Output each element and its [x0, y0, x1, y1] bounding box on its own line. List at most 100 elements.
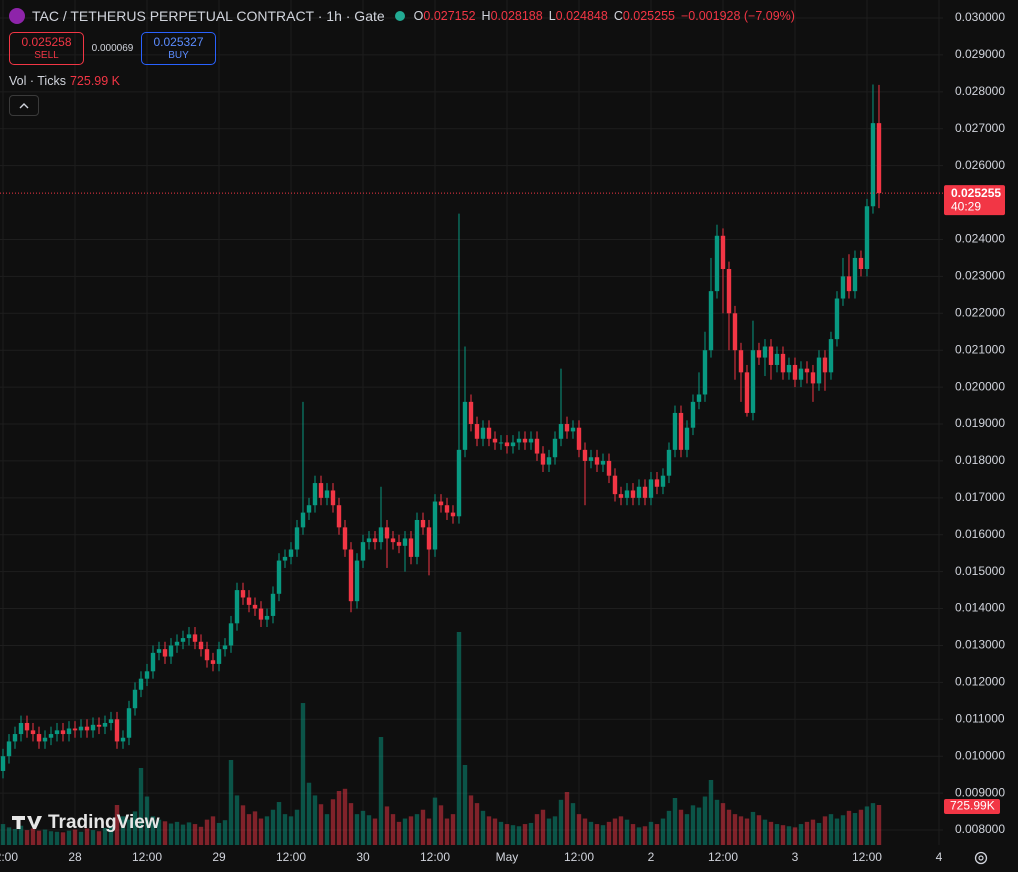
- candle-body: [336, 505, 342, 528]
- candle-body: [834, 298, 840, 340]
- volume-bar: [78, 831, 84, 845]
- candle-body: [180, 638, 186, 642]
- price-label-box: [944, 185, 1005, 216]
- candle-body: [660, 475, 666, 487]
- candle-body: [588, 457, 594, 461]
- candle-body: [630, 490, 636, 498]
- volume-bar: [720, 803, 726, 845]
- volume-bar: [132, 811, 138, 845]
- settings-button[interactable]: [974, 851, 988, 865]
- y-tick-label: 0.017000: [955, 490, 1005, 504]
- volume-bar: [108, 826, 114, 845]
- sell-label[interactable]: SELL: [34, 49, 59, 61]
- candle-body: [156, 649, 162, 653]
- candle-body: [522, 438, 528, 443]
- candle-body: [552, 438, 558, 458]
- candle-body: [162, 649, 168, 657]
- volume-bar: [762, 819, 768, 845]
- candle-body: [876, 123, 882, 194]
- volume-bar: [168, 823, 174, 845]
- volume-pane: [0, 632, 882, 845]
- volume-bar: [750, 811, 756, 845]
- candle-body: [594, 457, 600, 465]
- buy-button[interactable]: 0.025327 BUY: [141, 32, 216, 65]
- volume-bar: [66, 830, 72, 845]
- volume-bar: [618, 816, 624, 845]
- volume-bar: [6, 827, 12, 845]
- candles: [0, 84, 943, 779]
- sell-price[interactable]: 0.025258: [21, 34, 72, 49]
- volume-bar: [612, 818, 618, 845]
- volume-label-box: [944, 799, 1000, 815]
- volume-bar: [438, 805, 444, 845]
- y-tick-label: 0.026000: [955, 158, 1005, 172]
- volume-bar: [798, 824, 804, 845]
- volume-bar: [804, 821, 810, 845]
- volume-bar: [756, 815, 762, 845]
- sell-button[interactable]: 0.025258 SELL: [9, 32, 84, 65]
- axes: 0.030000 0.029000 0.028000 0.027000 0.026000…: [0, 10, 1005, 864]
- volume-bar: [444, 818, 450, 845]
- volume-bar: [156, 819, 162, 845]
- gear-center[interactable]: [978, 855, 984, 861]
- candle-body: [462, 401, 468, 450]
- price-label: 0.025255: [951, 186, 1001, 200]
- candle-body: [564, 424, 570, 432]
- candle-body: [438, 501, 444, 506]
- candle-body: [558, 424, 564, 439]
- candle-body: [492, 438, 498, 443]
- volume-bar: [282, 814, 288, 845]
- candle-body: [312, 483, 318, 506]
- buy-price[interactable]: 0.025327: [153, 34, 204, 49]
- buy-label[interactable]: BUY: [168, 49, 189, 61]
- x-tick-label: 12:00: [852, 850, 882, 864]
- volume-bar: [678, 809, 684, 845]
- spread: 0.000069: [91, 43, 134, 54]
- candle-body: [174, 641, 180, 646]
- candle-body: [402, 538, 408, 546]
- volume-bar: [372, 818, 378, 845]
- close-key: C: [613, 9, 623, 23]
- volume-bar: [180, 824, 186, 845]
- candle-body: [474, 424, 480, 439]
- change: −0.001928 (−7.09%): [680, 9, 795, 23]
- candle-body: [822, 357, 828, 373]
- candle-body: [762, 346, 768, 358]
- candle-body: [24, 722, 30, 731]
- candle-body: [708, 291, 714, 351]
- candle-body: [432, 501, 438, 550]
- volume-bar: [840, 815, 846, 845]
- x-tick-label: 12:00: [0, 850, 18, 864]
- candle-body: [168, 645, 174, 657]
- volume-bar: [642, 826, 648, 845]
- volume-bar: [60, 832, 66, 845]
- volume-bar: [186, 822, 192, 845]
- volume-bar: [54, 831, 60, 845]
- candle-body: [360, 542, 366, 561]
- volume-bar: [588, 821, 594, 845]
- candle-body: [480, 427, 486, 439]
- symbol-title[interactable]: TAC / TETHERUS PERPETUAL CONTRACT · 1h ·…: [32, 8, 385, 24]
- trade-buttons: 0.025258 SELL 0.000069 0.025327 BUY: [9, 32, 795, 65]
- volume-bar: [336, 791, 342, 845]
- volume-bar: [468, 795, 474, 845]
- volume-bar: [30, 828, 36, 845]
- volume-bar: [732, 814, 738, 845]
- volume-bar: [504, 824, 510, 845]
- collapse-button[interactable]: [9, 95, 39, 116]
- candle-body: [456, 449, 462, 517]
- high-key: H: [481, 9, 491, 23]
- candle-body: [870, 123, 876, 207]
- candle-body: [366, 538, 372, 543]
- chevron-icon[interactable]: [18, 102, 30, 110]
- candle-body: [30, 730, 36, 735]
- volume-bar: [786, 826, 792, 845]
- open-value: 0.027152: [423, 9, 476, 23]
- volume-bar: [852, 813, 858, 845]
- countdown: 40:29: [951, 199, 981, 213]
- y-tick-label: 0.010000: [955, 748, 1005, 762]
- candle-body: [342, 527, 348, 550]
- x-tick-label: 2: [648, 850, 655, 864]
- candle-body: [150, 652, 156, 672]
- gear-icon[interactable]: [974, 851, 988, 865]
